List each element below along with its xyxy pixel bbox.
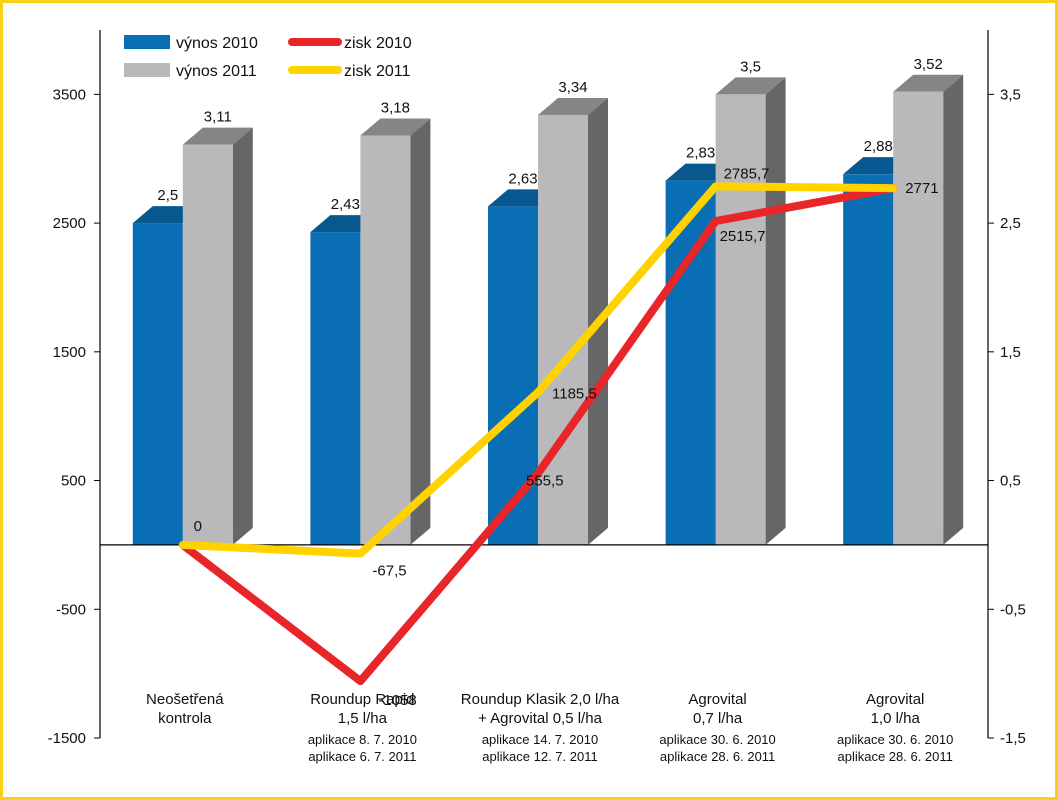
- category-label: 1,0 l/ha: [871, 710, 921, 727]
- bar-data-label: 3,11: [204, 109, 232, 126]
- bar-data-label: 3,5: [740, 58, 761, 75]
- bar-side: [765, 77, 786, 545]
- right-axis-tick-label: 3,5: [1000, 86, 1021, 103]
- bar: [488, 206, 538, 545]
- bar-side: [232, 127, 253, 545]
- left-axis-tick-label: 500: [61, 473, 86, 490]
- bar-data-label: 2,88: [864, 138, 893, 155]
- legend-swatch: [124, 35, 170, 49]
- left-axis-tick-label: 1500: [53, 344, 86, 361]
- bar: [843, 174, 894, 545]
- bar-top: [715, 77, 786, 95]
- left-axis-tick-label: 2500: [53, 215, 86, 232]
- line-data-label: 2785,7: [724, 165, 770, 182]
- bar-data-label: 2,43: [331, 196, 360, 213]
- bar: [132, 223, 183, 545]
- legend-swatch: [124, 63, 170, 77]
- bar-side: [943, 74, 964, 545]
- right-axis-tick-label: 2,5: [1000, 215, 1021, 232]
- category-label: 1,5 l/ha: [338, 710, 388, 727]
- category-note: aplikace 28. 6. 2011: [837, 749, 952, 764]
- left-axis-tick-label: -1500: [48, 730, 86, 747]
- category-label: 0,7 l/ha: [693, 710, 743, 727]
- right-axis-tick-label: -1,5: [1000, 730, 1026, 747]
- category-label: Neošetřená: [146, 691, 224, 708]
- line-data-label: 2771: [905, 180, 938, 197]
- legend-label: výnos 2010: [176, 35, 258, 52]
- legend-label: zisk 2011: [344, 63, 411, 80]
- left-axis-tick-label: 3500: [53, 86, 86, 103]
- bar: [665, 180, 716, 545]
- line-series-zisk-2011: [178, 182, 898, 558]
- category-note: aplikace 28. 6. 2011: [660, 749, 775, 764]
- right-axis-tick-label: 1,5: [1000, 344, 1021, 361]
- category-note: aplikace 12. 7. 2011: [482, 749, 597, 764]
- category-label: Roundup Klasik 2,0 l/ha: [461, 691, 620, 708]
- category-note: aplikace 30. 6. 2010: [659, 732, 775, 747]
- bar-top: [182, 127, 253, 145]
- category-label: Agrovital: [866, 691, 924, 708]
- bar: [538, 114, 588, 545]
- right-axis-tick-label: 0,5: [1000, 473, 1021, 490]
- bar: [893, 91, 944, 545]
- left-axis-tick-label: -500: [56, 601, 86, 618]
- bar: [182, 144, 233, 545]
- line-data-label: -1058: [378, 692, 416, 709]
- bar: [715, 94, 766, 545]
- category-note: aplikace 30. 6. 2010: [837, 732, 953, 747]
- category-note: aplikace 8. 7. 2010: [308, 732, 417, 747]
- right-axis-tick-label: -0,5: [1000, 601, 1026, 618]
- category-note: aplikace 14. 7. 2010: [482, 732, 598, 747]
- category-label: Roundup Rapid: [310, 691, 414, 708]
- bar-side: [410, 118, 431, 545]
- bar: [310, 232, 361, 545]
- line-data-label: -67,5: [372, 563, 406, 580]
- category-label: kontrola: [158, 710, 212, 727]
- bar-top: [360, 118, 431, 136]
- line-data-label: 555,5: [526, 472, 564, 489]
- line-series-zisk-2010: [178, 184, 898, 686]
- bar-data-label: 2,5: [157, 187, 178, 204]
- line-data-label: 0: [194, 518, 202, 535]
- legend-label: výnos 2011: [176, 63, 257, 80]
- legend-label: zisk 2010: [344, 35, 412, 52]
- line-data-label: 2515,7: [720, 228, 766, 245]
- bar-top: [538, 97, 608, 115]
- bar-top: [893, 74, 964, 92]
- category-label: + Agrovital 0,5 l/ha: [478, 710, 602, 727]
- bar-data-label: 3,18: [381, 100, 410, 117]
- bar-data-label: 2,63: [508, 170, 537, 187]
- category-note: aplikace 6. 7. 2011: [308, 749, 416, 764]
- line-data-label: 1185,5: [552, 385, 597, 402]
- bar-data-label: 3,34: [558, 79, 587, 96]
- category-label: Agrovital: [688, 691, 746, 708]
- bar-data-label: 3,52: [914, 56, 943, 73]
- bar: [360, 135, 411, 545]
- bar-data-label: 2,83: [686, 145, 715, 162]
